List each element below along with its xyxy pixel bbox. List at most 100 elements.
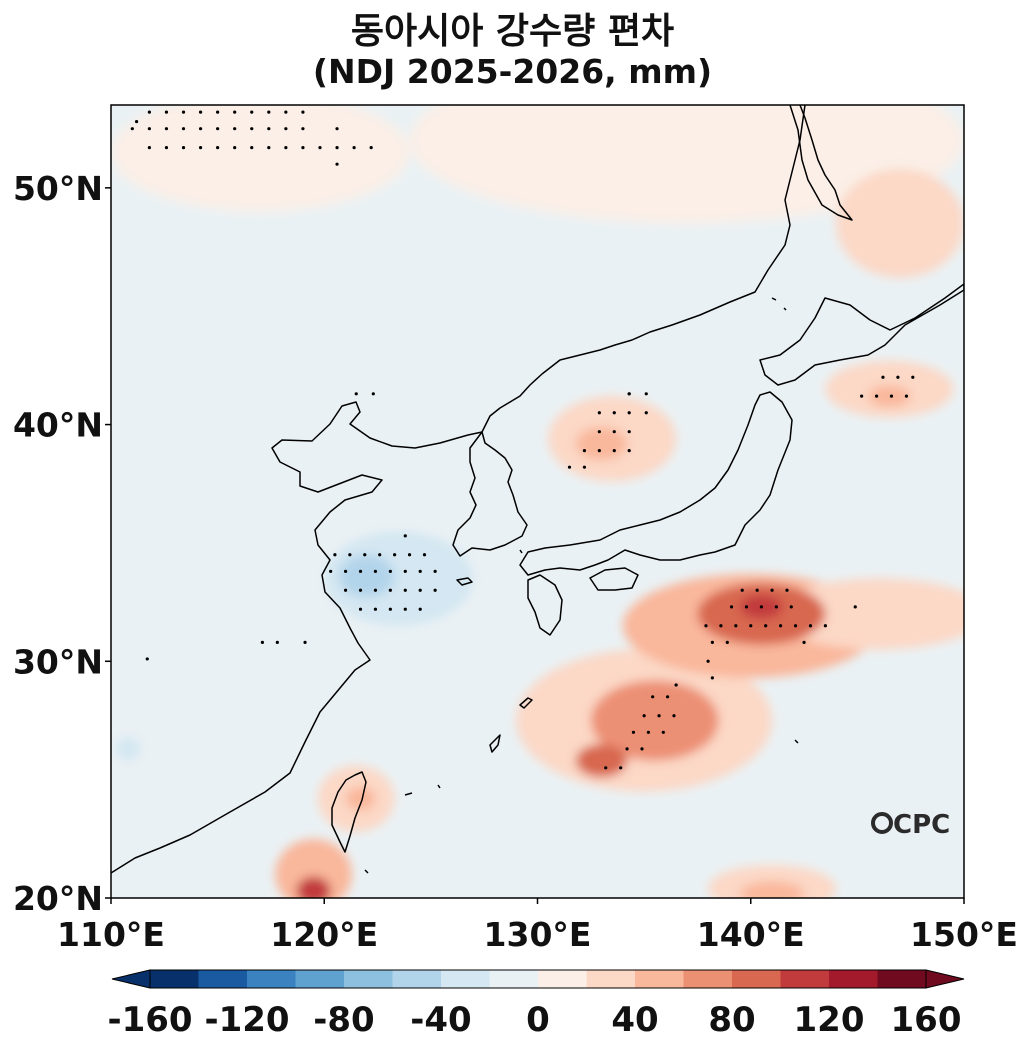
colorbar-segment xyxy=(586,970,636,988)
colorbar-segment xyxy=(877,970,927,988)
significance-dot xyxy=(267,110,271,114)
colorbar-tick-label: 160 xyxy=(891,1000,962,1040)
significance-dot xyxy=(802,640,806,644)
significance-dot xyxy=(625,747,629,751)
significance-dot xyxy=(759,605,764,609)
anomaly-region xyxy=(115,737,141,761)
jeju-coastline xyxy=(456,577,473,586)
colorbar-segment xyxy=(247,970,296,988)
significance-dot xyxy=(303,640,307,644)
significance-dot xyxy=(369,146,373,150)
significance-dot xyxy=(233,127,237,131)
hokkaido-coastline xyxy=(759,283,964,386)
colorbar-tick-label: -40 xyxy=(410,1000,471,1040)
significance-dot xyxy=(808,624,813,628)
significance-dot xyxy=(789,605,793,609)
colorbar-tick-labels: -160 -120 -80 -40 0 40 80 120 160 xyxy=(107,1000,961,1040)
significance-dot xyxy=(710,640,714,644)
significance-dot xyxy=(642,714,646,718)
significance-dot xyxy=(275,640,279,644)
lon-tick-label: 130°E xyxy=(484,915,592,954)
lon-tick-label: 150°E xyxy=(910,915,1018,954)
significance-dot xyxy=(378,553,382,557)
significance-dot xyxy=(333,553,337,557)
lat-tick-label: 30°N xyxy=(13,642,103,681)
significance-dot xyxy=(749,624,753,628)
significance-dot xyxy=(418,569,422,573)
colorbar-tick-label: -160 xyxy=(107,1000,192,1040)
significance-dot xyxy=(403,607,407,611)
significance-dot xyxy=(343,588,348,592)
significance-dot xyxy=(785,588,789,592)
lon-tick-label: 110°E xyxy=(57,915,165,954)
significance-dot xyxy=(354,392,358,396)
colorbar-segment xyxy=(295,970,345,988)
small-islands xyxy=(364,297,799,874)
colorbar: -160 -120 -80 -40 0 40 80 120 160 xyxy=(107,969,965,1040)
colorbar-segment xyxy=(198,970,248,988)
significance-dot xyxy=(134,119,139,124)
anomaly-region xyxy=(296,876,331,898)
significance-dot xyxy=(889,394,894,398)
significance-dot xyxy=(597,449,601,453)
significance-dot xyxy=(672,714,676,718)
significance-dot xyxy=(725,640,729,644)
significance-dot xyxy=(646,730,650,734)
significance-dot xyxy=(181,110,186,114)
significance-dot xyxy=(418,607,422,611)
significance-dot xyxy=(147,146,151,150)
significance-dot xyxy=(388,569,392,573)
significance-dot xyxy=(567,465,572,469)
significance-dot xyxy=(343,569,348,573)
significance-dot xyxy=(881,375,885,379)
significance-dot xyxy=(612,411,616,415)
taiwan-coastline xyxy=(331,771,367,853)
anomaly-region xyxy=(409,105,964,224)
significance-dot xyxy=(719,624,723,628)
significance-dot xyxy=(853,605,857,609)
significance-dot xyxy=(774,605,778,609)
significance-dot xyxy=(164,110,169,114)
significance-dot xyxy=(373,588,378,592)
significance-dot xyxy=(284,146,288,150)
significance-dot xyxy=(130,127,134,131)
significance-dot xyxy=(640,747,644,751)
korea-coastline xyxy=(452,431,528,557)
significance-dot xyxy=(740,588,744,592)
significance-dot xyxy=(352,146,356,150)
cpc-logo: CPC xyxy=(871,810,950,840)
significance-dot xyxy=(393,553,397,557)
colorbar-segments xyxy=(149,969,927,989)
significance-dot xyxy=(358,607,363,611)
significance-dot xyxy=(657,714,661,718)
longitude-axis: 110°E 120°E 130°E 140°E 150°E xyxy=(57,898,1018,954)
significance-dot xyxy=(198,146,203,150)
significance-dot xyxy=(904,394,909,398)
lon-tick-label: 120°E xyxy=(270,915,378,954)
significance-dot xyxy=(896,375,900,379)
significance-dot xyxy=(744,605,749,609)
anomaly-region xyxy=(740,881,805,898)
significance-dot xyxy=(233,110,237,114)
anomaly-region xyxy=(111,105,410,212)
sakhalin-coastline xyxy=(789,105,853,221)
significance-dot xyxy=(388,607,392,611)
significance-dot xyxy=(358,588,363,592)
significance-dot xyxy=(661,730,665,734)
anomaly-region xyxy=(590,680,719,761)
significance-dot xyxy=(779,624,783,628)
colorbar-segment xyxy=(441,970,490,988)
significance-dot xyxy=(619,766,623,770)
significance-dot xyxy=(403,534,407,538)
significance-dot xyxy=(612,449,616,453)
anomaly-region xyxy=(228,365,399,437)
cpc-logo-text: CPC xyxy=(893,810,950,840)
significance-dot xyxy=(612,430,616,434)
significance-dot xyxy=(335,127,339,131)
colorbar-segment xyxy=(538,970,587,988)
colorbar-tick-label: -120 xyxy=(204,1000,289,1040)
significance-dot xyxy=(335,162,339,166)
significance-dot xyxy=(674,683,678,687)
significance-dot xyxy=(627,411,631,415)
significance-dot xyxy=(145,657,149,661)
